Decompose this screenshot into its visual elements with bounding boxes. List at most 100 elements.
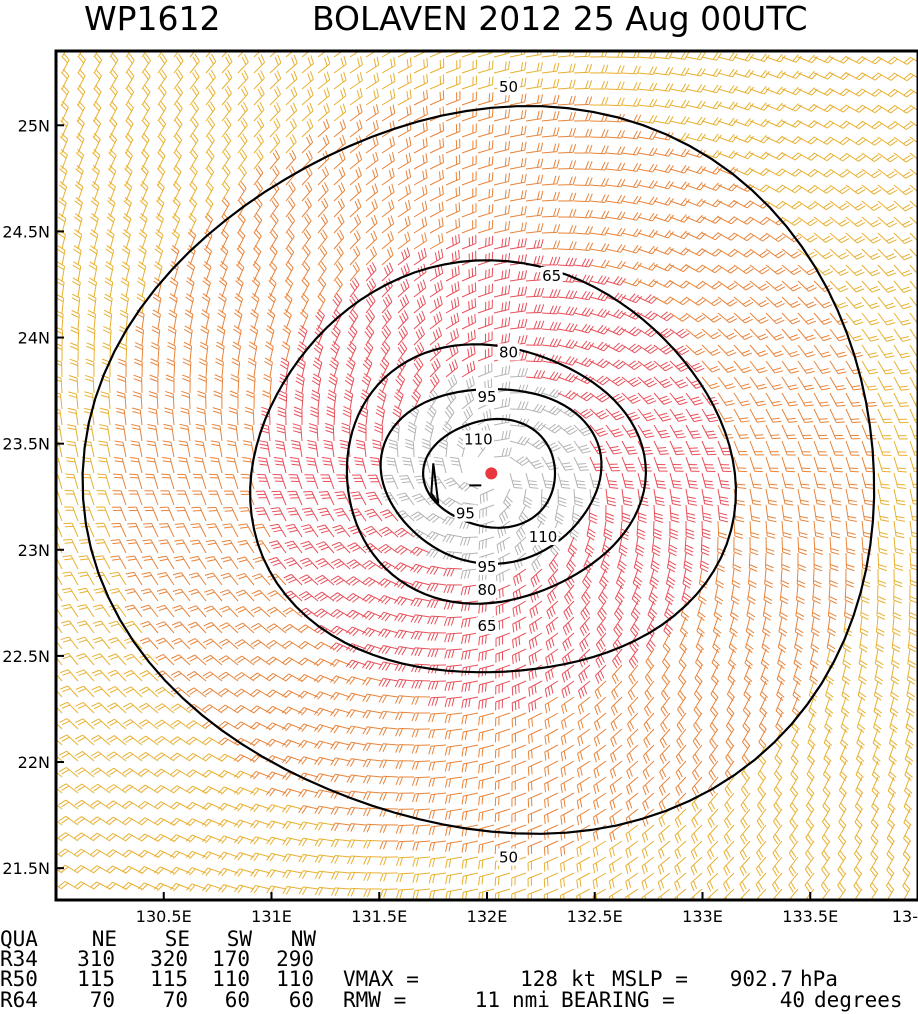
- wind-barb: [59, 148, 68, 170]
- wind-barb: [121, 245, 131, 266]
- wind-barb: [509, 270, 528, 282]
- wind-barb: [621, 146, 642, 156]
- wind-barb: [509, 205, 527, 218]
- wind-barb: [166, 358, 176, 378]
- wind-barb: [685, 328, 706, 339]
- wind-barb: [559, 888, 575, 900]
- wind-barb: [250, 639, 271, 650]
- wind-barb: [797, 216, 818, 227]
- wind-barb: [302, 507, 319, 522]
- wind-barb: [628, 664, 639, 685]
- wind-barb: [813, 152, 834, 162]
- wind-barb: [589, 392, 610, 403]
- wind-barb: [189, 101, 200, 122]
- x-tick-label: 133E: [682, 907, 723, 926]
- wind-barb: [669, 51, 690, 60]
- rmw-value: 11: [475, 988, 500, 1012]
- wind-barb: [429, 58, 445, 74]
- wind-barb: [428, 728, 447, 739]
- wind-barb: [725, 744, 735, 765]
- wind-barb: [669, 440, 685, 456]
- wind-barb: [861, 504, 873, 522]
- wind-barb: [608, 888, 623, 900]
- wind-barb: [254, 507, 271, 522]
- wind-barb: [185, 293, 195, 314]
- wind-barb: [660, 680, 671, 701]
- wind-barb: [541, 94, 560, 106]
- wind-barb: [362, 643, 383, 654]
- wind-barb: [773, 792, 783, 813]
- wind-barb: [93, 604, 111, 618]
- wind-barb: [781, 488, 794, 506]
- wind-barb: [449, 456, 463, 474]
- wind-barb: [202, 277, 211, 298]
- wind-barb: [353, 457, 367, 474]
- wind-barb: [845, 248, 865, 260]
- wind-barb: [749, 408, 766, 423]
- wind-barb: [156, 588, 175, 602]
- wind-barb: [86, 326, 96, 346]
- wind-barb: [248, 341, 258, 362]
- wind-barb: [707, 808, 719, 829]
- wind-barb: [509, 367, 528, 378]
- wind-barb: [902, 872, 911, 893]
- wind-barb: [739, 856, 751, 876]
- wind-barb: [202, 671, 223, 682]
- wind-barb: [797, 280, 817, 292]
- wind-barb: [891, 632, 901, 653]
- wind-barb: [298, 870, 319, 879]
- wind-barb: [829, 488, 842, 506]
- wind-barb: [637, 245, 659, 255]
- wind-barb: [206, 523, 223, 538]
- wind-barb: [789, 808, 799, 829]
- wind-barb: [365, 104, 379, 122]
- wind-barb: [145, 457, 159, 474]
- wind-barb: [679, 616, 689, 638]
- wind-barb: [861, 216, 882, 228]
- wind-barb: [813, 520, 824, 539]
- wind-barb: [289, 457, 303, 474]
- wind-barb: [845, 472, 859, 489]
- wind-barb: [122, 702, 143, 714]
- wind-barb: [642, 792, 655, 812]
- wind-barb: [637, 262, 659, 271]
- wind-barb: [445, 170, 461, 186]
- wind-barb: [625, 808, 639, 827]
- wind-barb: [509, 61, 527, 74]
- wind-barb: [765, 168, 786, 177]
- wind-barb: [443, 567, 463, 577]
- wind-barb: [107, 653, 127, 666]
- wind-barb: [875, 632, 885, 653]
- wind-barb: [412, 824, 431, 835]
- wind-barb: [238, 523, 255, 538]
- wind-barb: [653, 376, 673, 389]
- wind-barb: [563, 600, 575, 620]
- wind-barb: [170, 785, 191, 794]
- wind-barb: [653, 440, 670, 456]
- wind-barb: [317, 166, 329, 186]
- wind-barb: [778, 616, 788, 637]
- wind-barb: [893, 360, 910, 375]
- wind-barb: [218, 276, 228, 298]
- wind-barb: [621, 130, 642, 140]
- wind-barb: [781, 168, 802, 177]
- wind-barb: [512, 632, 527, 649]
- wind-barb: [461, 808, 479, 821]
- wind-barb: [527, 840, 543, 856]
- wind-barb: [218, 671, 239, 682]
- wind-barb: [71, 309, 80, 330]
- wind-barb: [877, 344, 895, 359]
- wind-barb: [621, 163, 642, 172]
- wind-barb: [410, 563, 431, 574]
- wind-barb: [576, 808, 591, 826]
- wind-barb: [59, 701, 79, 714]
- wind-barb: [829, 456, 843, 473]
- wind-barb: [477, 347, 493, 362]
- wind-barb: [317, 229, 328, 250]
- wind-barb: [749, 102, 771, 111]
- wind-barb: [56, 673, 63, 682]
- wind-barb: [717, 150, 739, 159]
- wind-barb: [717, 536, 726, 556]
- wind-barb: [346, 839, 367, 849]
- wind-barb: [106, 718, 127, 730]
